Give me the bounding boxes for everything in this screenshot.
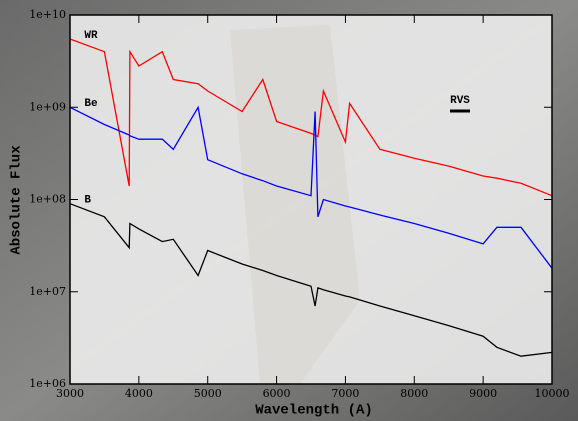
series-line [69,38,553,197]
x-tick-label: 3000 [56,387,84,400]
y-tick-label: 1e+06 [29,377,66,390]
annotation: RVS [450,95,470,107]
legend-label: Be [84,98,98,110]
background-image [230,25,360,384]
y-tick-label: 1e+08 [29,193,66,206]
legend-label: B [84,195,91,207]
x-tick-label: 10000 [535,387,570,400]
x-tick-label: 6000 [263,387,291,400]
series-line [69,105,553,269]
x-tick-label: 9000 [469,387,497,400]
y-axis-label: Absolute Flux [9,145,25,255]
x-tick-label: 4000 [125,387,153,400]
x-tick-label: 8000 [400,387,428,400]
plot-frame [69,14,553,385]
y-tick-label: 1e+09 [29,100,66,113]
x-tick-label: 5000 [194,387,222,400]
series-line [69,203,553,357]
x-axis-label: Wavelength (A) [255,403,373,419]
y-tick-label: 1e+10 [29,8,66,21]
y-tick-label: 1e+07 [29,285,66,298]
x-tick-label: 7000 [331,387,359,400]
legend-label: WR [84,30,98,42]
